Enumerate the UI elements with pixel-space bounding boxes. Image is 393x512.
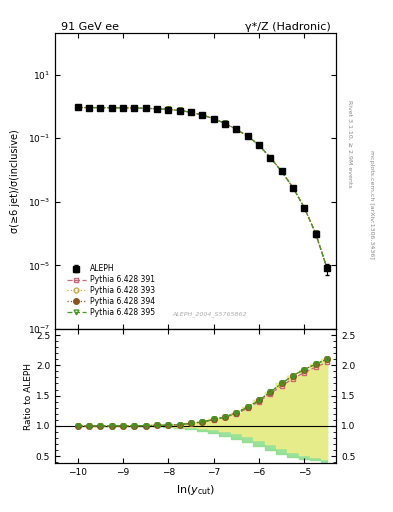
Y-axis label: σ(≥6 jet)/σ(inclusive): σ(≥6 jet)/σ(inclusive) [10,129,20,233]
Text: ALEPH_2004_S5765862: ALEPH_2004_S5765862 [172,311,247,317]
X-axis label: $\ln(y_{\rm cut})$: $\ln(y_{\rm cut})$ [176,483,215,497]
Legend: ALEPH, Pythia 6.428 391, Pythia 6.428 393, Pythia 6.428 394, Pythia 6.428 395: ALEPH, Pythia 6.428 391, Pythia 6.428 39… [64,262,157,319]
Text: γ*/Z (Hadronic): γ*/Z (Hadronic) [245,22,331,32]
Y-axis label: Ratio to ALEPH: Ratio to ALEPH [24,362,33,430]
Text: 91 GeV ee: 91 GeV ee [61,22,119,32]
Text: mcplots.cern.ch [arXiv:1306.3436]: mcplots.cern.ch [arXiv:1306.3436] [369,151,374,259]
Text: Rivet 3.1.10, ≥ 2.9M events: Rivet 3.1.10, ≥ 2.9M events [347,99,352,187]
